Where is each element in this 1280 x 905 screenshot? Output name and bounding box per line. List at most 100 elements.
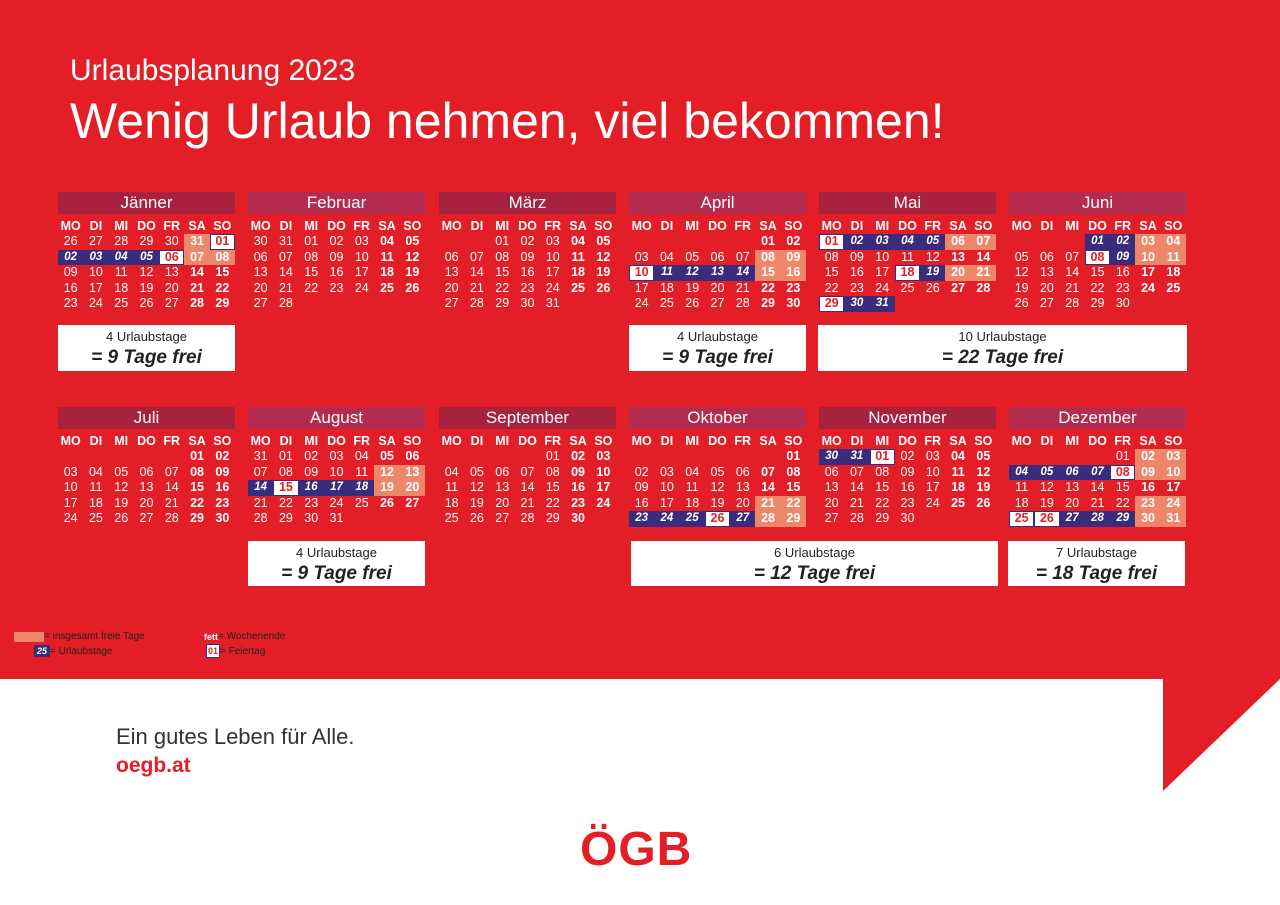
- week-row: 25 26 27 28 29 30 31: [1009, 511, 1186, 527]
- empty-cell: [58, 449, 83, 465]
- day-cell: 02: [520, 234, 535, 248]
- day-cell: 18: [894, 265, 921, 281]
- weekday-label: DO: [327, 434, 346, 448]
- day-cell: 27: [253, 296, 268, 310]
- day-cell: 20: [399, 480, 425, 496]
- weekday-label: SO: [784, 219, 803, 233]
- day-cell: 11: [445, 480, 459, 494]
- day-cell: 15: [755, 265, 781, 281]
- empty-cell: [629, 234, 654, 250]
- week-row: 25 26 27 28 29 30: [439, 511, 616, 527]
- day-cell: 14: [1065, 265, 1080, 279]
- day-cell: 28: [278, 296, 293, 310]
- page-fold-decoration: [1163, 679, 1280, 791]
- day-cell: 16: [520, 265, 535, 279]
- vacation-day-swatch: 25: [34, 645, 50, 657]
- day-cell: 12: [1039, 480, 1054, 494]
- legend-vacation-days: 25 = Urlaubstage: [34, 645, 113, 657]
- day-cell: 18: [349, 480, 375, 496]
- weekday-label: FR: [353, 434, 371, 448]
- weekday-header: MO DI MI DO FR SA SO: [439, 218, 616, 234]
- weekday-label: SO: [594, 219, 613, 233]
- day-cell: 09: [304, 464, 319, 479]
- day-cell: 19: [139, 280, 154, 295]
- weekday-label: MO: [821, 434, 842, 448]
- day-cell: 16: [900, 480, 915, 494]
- day-cell: 09: [329, 249, 344, 264]
- day-cell: 13: [735, 480, 750, 494]
- day-cell: 28: [114, 234, 129, 248]
- day-cell: 12: [679, 265, 705, 281]
- weekday-label: SA: [1139, 434, 1157, 448]
- footer-slogan: Ein gutes Leben für Alle.: [116, 724, 355, 749]
- weekday-label: MI: [685, 434, 700, 448]
- day-cell: 11: [571, 249, 585, 264]
- day-cell: 06: [444, 249, 459, 264]
- weekday-label: MI: [304, 219, 319, 233]
- day-cell: 14: [520, 480, 535, 494]
- day-cell: 08: [786, 464, 801, 479]
- day-cell: 23: [215, 495, 230, 510]
- day-cell: 03: [659, 464, 674, 479]
- day-cell: 05: [114, 464, 129, 479]
- weekday-label: DO: [137, 219, 156, 233]
- footer-link[interactable]: oegb.at: [116, 754, 191, 777]
- weekday-label: SA: [949, 219, 967, 233]
- day-cell: 09: [63, 265, 78, 279]
- month-5: Mai MO DI MI DO FR SA SO 01 02 03 04 05 06 07 08 09 10 11 1…: [819, 192, 996, 312]
- weekday-label: MI: [114, 219, 129, 233]
- day-cell: 22: [761, 280, 775, 295]
- day-cell: 08: [304, 249, 319, 264]
- day-cell: 27: [164, 296, 179, 310]
- month-4: April MO DI MI DO FR SA SO 01 02 03 04 05 06 07 08 09 10 1…: [629, 192, 806, 312]
- day-cell: 26: [925, 280, 940, 295]
- weekday-label: DO: [137, 434, 156, 448]
- day-cell: 20: [253, 280, 268, 295]
- day-cell: 07: [469, 249, 484, 264]
- day-cell: 06: [495, 464, 510, 479]
- day-cell: 12: [1014, 265, 1029, 279]
- day-cell: 02: [58, 249, 84, 265]
- day-cell: 08: [875, 464, 890, 479]
- week-row: 06 07 08 09 10 11 12: [439, 250, 616, 266]
- day-cell: 23: [1115, 280, 1130, 295]
- day-cell: 19: [710, 495, 725, 510]
- day-cell: 12: [710, 480, 725, 494]
- month-name: Februar: [248, 192, 425, 214]
- day-cell: 02: [215, 449, 230, 463]
- weekday-header: MO DI MI DO FR SA SO: [58, 218, 235, 234]
- vacation-days-count: 4 Urlaubstage: [677, 329, 758, 344]
- day-cell: 22: [780, 495, 806, 511]
- week-row: 20 21 22 23 24 25 26: [439, 281, 616, 297]
- day-cell: 08: [1084, 249, 1111, 265]
- day-cell: 03: [634, 249, 649, 264]
- day-cell: 21: [849, 495, 864, 510]
- empty-cell: [400, 511, 425, 527]
- day-cell: 26: [63, 234, 78, 248]
- week-row: 01 02: [629, 234, 806, 250]
- day-cell: 30: [571, 511, 585, 525]
- day-cell: 12: [374, 464, 400, 480]
- week-row: 29 30 31: [819, 296, 996, 312]
- day-cell: 01: [1084, 234, 1111, 250]
- weekday-label: MO: [821, 219, 842, 233]
- weekday-label: SA: [378, 219, 396, 233]
- day-cell: 04: [1160, 234, 1186, 250]
- day-cell: 15: [215, 265, 230, 279]
- day-cell: 11: [1015, 480, 1029, 494]
- month-3: März MO DI MI DO FR SA SO 01 02 03 04 05 06 07 08 09 10 11…: [439, 192, 616, 312]
- day-cell: 27: [139, 511, 154, 525]
- weekday-label: SO: [403, 219, 422, 233]
- day-cell: 16: [298, 480, 324, 496]
- day-cell: 10: [88, 265, 103, 279]
- weekday-label: FR: [353, 219, 371, 233]
- day-cell: 30: [1115, 296, 1130, 310]
- day-cell: 21: [755, 495, 781, 511]
- day-cell: 13: [1039, 265, 1054, 279]
- day-cell: 30: [900, 511, 915, 525]
- month-name: November: [819, 407, 996, 429]
- weekday-label: SA: [759, 434, 777, 448]
- day-cell: 14: [1090, 480, 1105, 494]
- free-days-total: = 9 Tage frei: [281, 563, 392, 584]
- empty-cell: [439, 234, 464, 250]
